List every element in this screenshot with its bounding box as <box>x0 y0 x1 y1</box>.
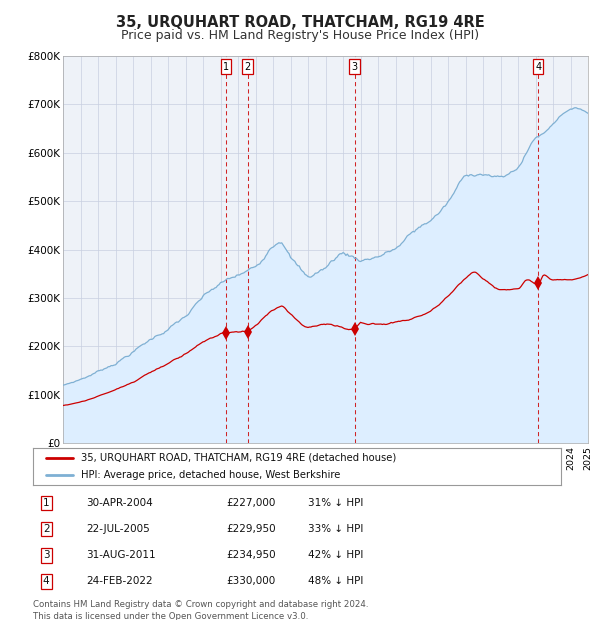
Text: 33% ↓ HPI: 33% ↓ HPI <box>308 524 363 534</box>
Text: 30-APR-2004: 30-APR-2004 <box>86 498 152 508</box>
Text: £229,950: £229,950 <box>226 524 276 534</box>
Text: 2: 2 <box>245 61 251 72</box>
Text: 2: 2 <box>43 524 50 534</box>
Text: HPI: Average price, detached house, West Berkshire: HPI: Average price, detached house, West… <box>80 470 340 480</box>
Text: 22-JUL-2005: 22-JUL-2005 <box>86 524 149 534</box>
Text: 3: 3 <box>352 61 358 72</box>
Text: £234,950: £234,950 <box>226 550 276 560</box>
Text: 31-AUG-2011: 31-AUG-2011 <box>86 550 155 560</box>
Text: Contains HM Land Registry data © Crown copyright and database right 2024.
This d: Contains HM Land Registry data © Crown c… <box>33 600 368 620</box>
Text: £330,000: £330,000 <box>227 576 276 587</box>
Text: 1: 1 <box>43 498 50 508</box>
Text: 3: 3 <box>43 550 50 560</box>
Text: 42% ↓ HPI: 42% ↓ HPI <box>308 550 363 560</box>
Text: 35, URQUHART ROAD, THATCHAM, RG19 4RE: 35, URQUHART ROAD, THATCHAM, RG19 4RE <box>116 15 484 30</box>
Text: 4: 4 <box>535 61 541 72</box>
Text: 4: 4 <box>43 576 50 587</box>
Text: 24-FEB-2022: 24-FEB-2022 <box>86 576 152 587</box>
Text: 48% ↓ HPI: 48% ↓ HPI <box>308 576 363 587</box>
Text: Price paid vs. HM Land Registry's House Price Index (HPI): Price paid vs. HM Land Registry's House … <box>121 29 479 42</box>
Text: 31% ↓ HPI: 31% ↓ HPI <box>308 498 363 508</box>
Text: 35, URQUHART ROAD, THATCHAM, RG19 4RE (detached house): 35, URQUHART ROAD, THATCHAM, RG19 4RE (d… <box>80 453 396 463</box>
Text: 1: 1 <box>223 61 229 72</box>
Text: £227,000: £227,000 <box>227 498 276 508</box>
